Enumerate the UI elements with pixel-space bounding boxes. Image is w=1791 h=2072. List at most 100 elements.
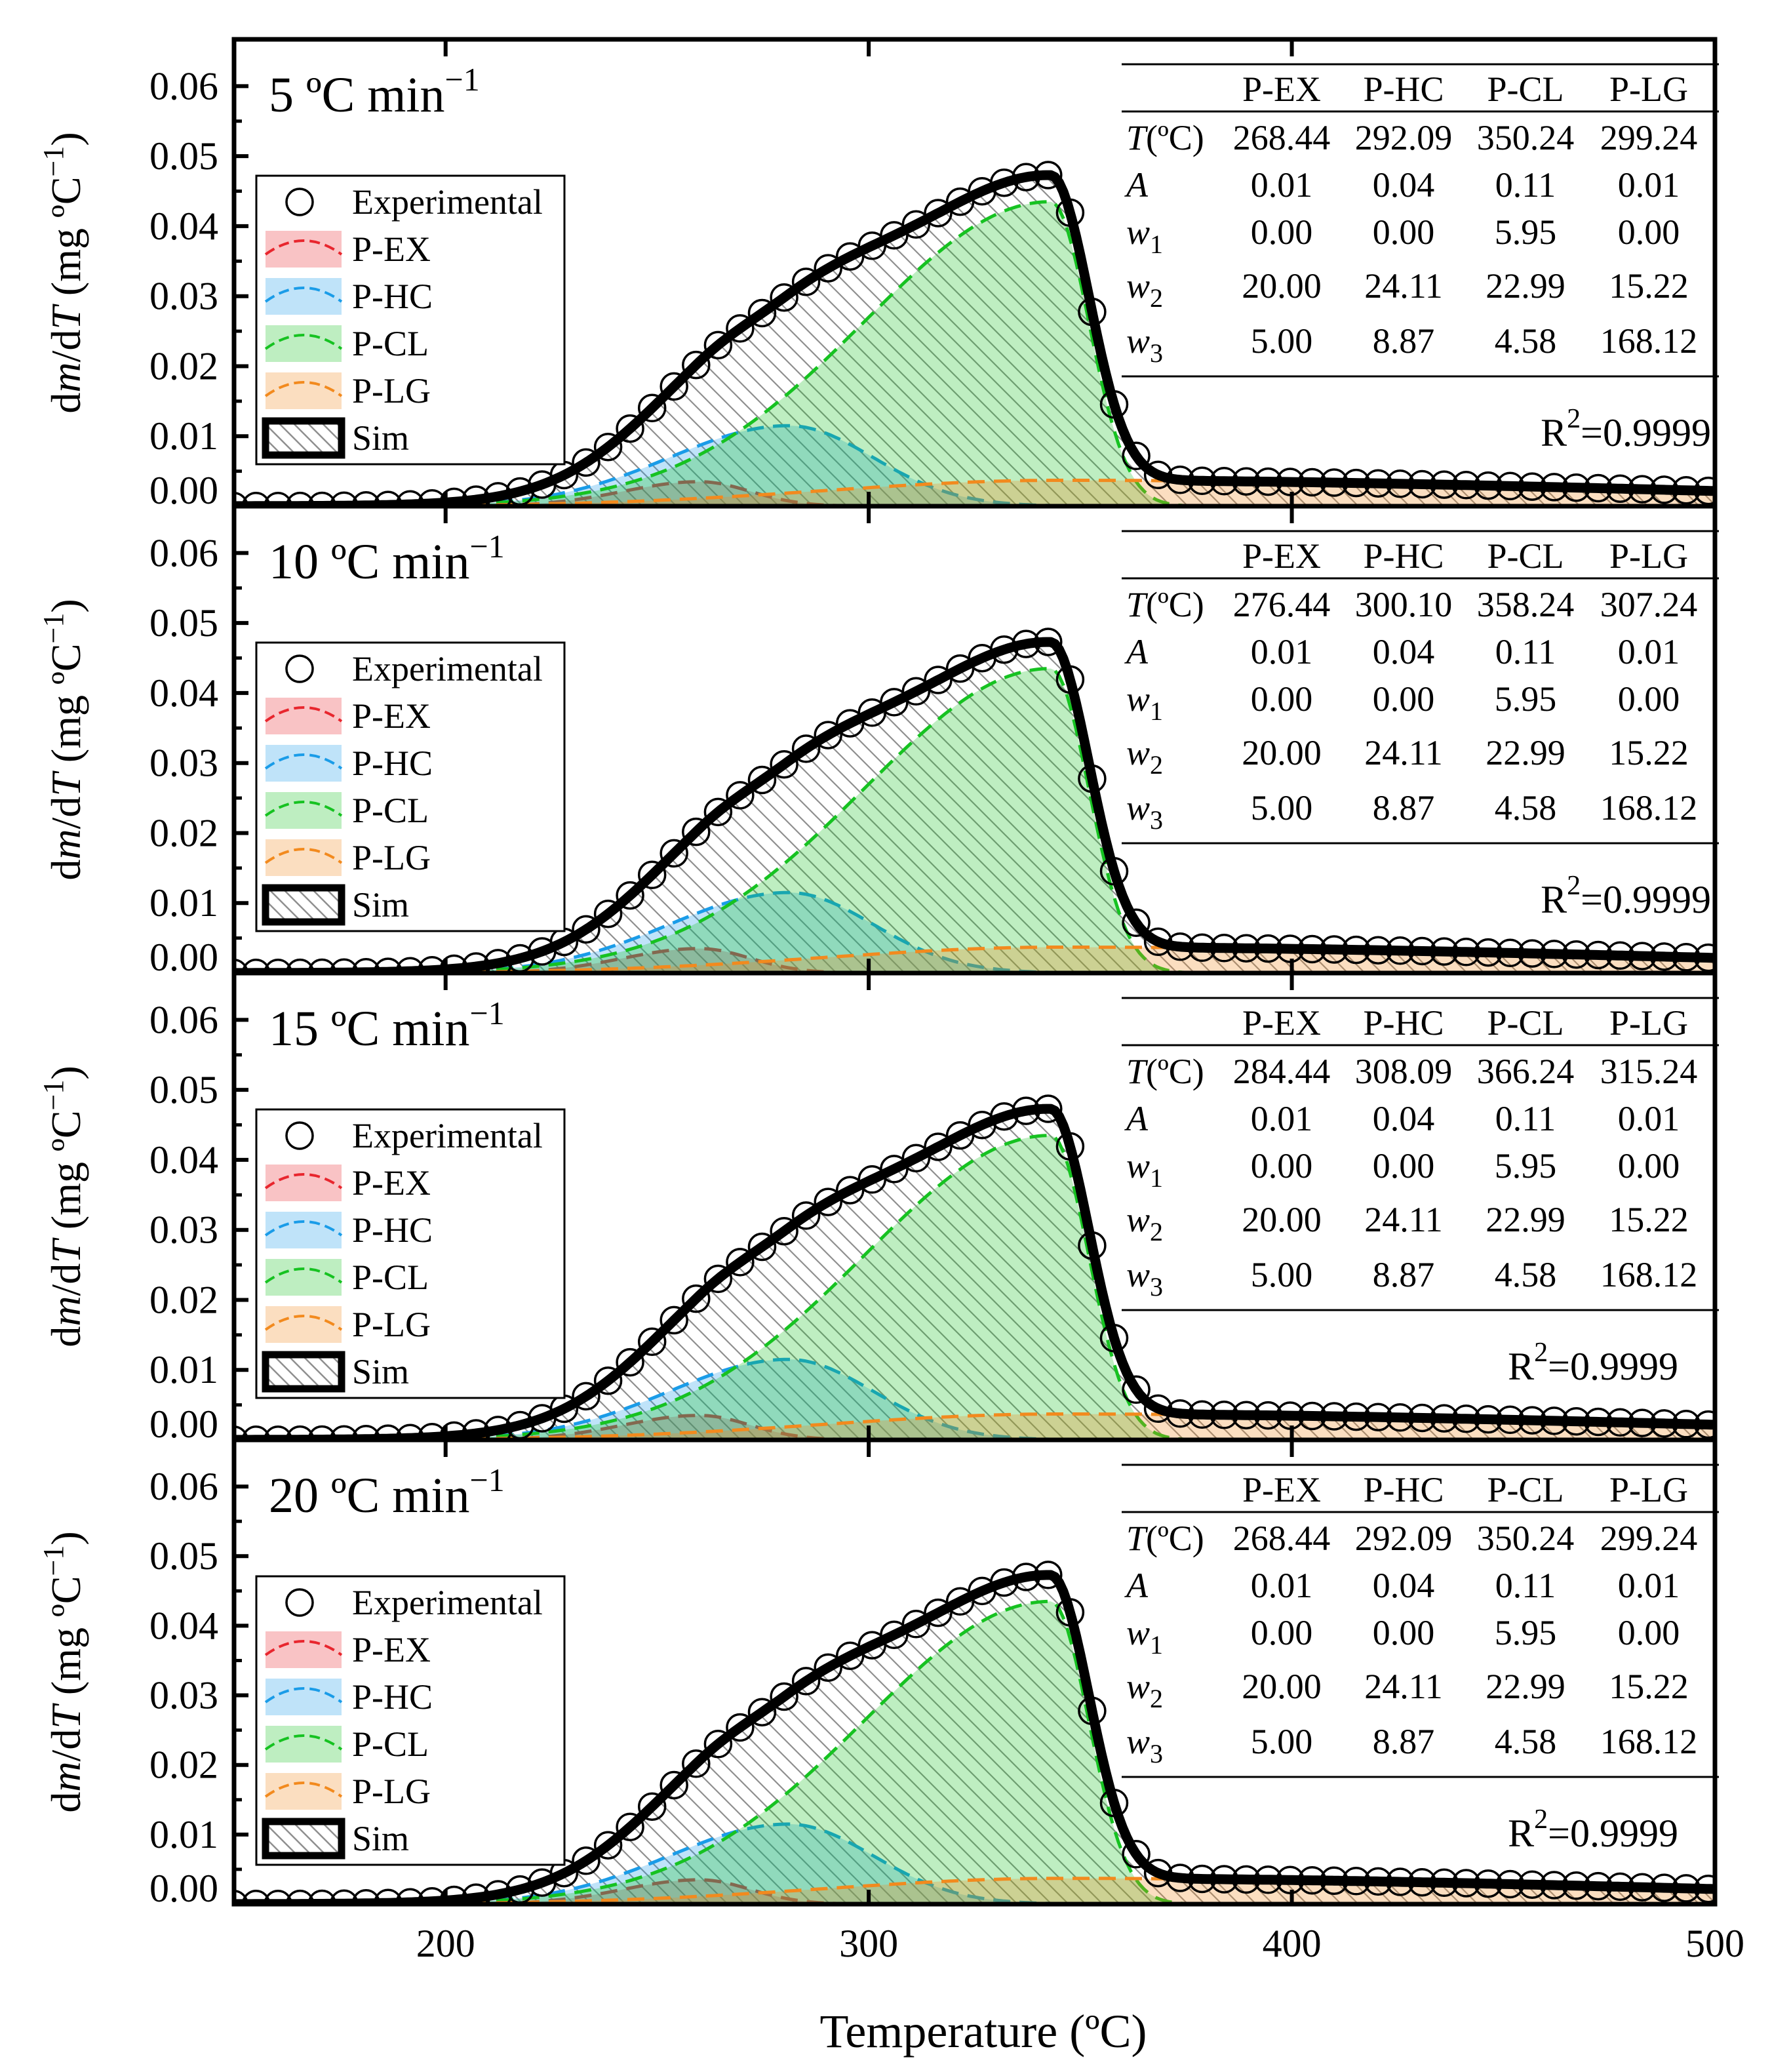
y-tick-label: 0.02 [149,344,218,388]
legend-label: Experimental [352,649,543,688]
y-axis-label: dm/dT (mg ºC−1) [37,1531,89,1812]
legend-line [264,1173,343,1189]
y-tick-label: 0.05 [149,1068,218,1111]
table-row: T(ºC) 276.44 300.10 358.24 307.24 [1126,585,1697,624]
experimental-point [791,1201,821,1230]
x-axis-label: Temperature (ºC) [819,2005,1147,2058]
r-squared-label: R2=0.9999 [1541,871,1711,921]
sim-area [234,1109,1715,1440]
experimental-point [682,817,711,847]
table-row-label: w3 [1126,1722,1163,1768]
legend-item-p-cl: P-CL [264,1258,429,1297]
legend-label: P-HC [352,277,433,316]
table-row: w3 5.00 8.87 4.58 168.12 [1126,321,1697,368]
legend-marker [262,1818,345,1860]
table-cell: 308.09 [1355,1052,1453,1091]
experimental-point [726,1713,755,1742]
legend-item-experimental: Experimental [285,649,543,688]
experimental-point [770,749,798,779]
x-tick-label: 400 [1263,1922,1322,1965]
legend-item-p-ex: P-EX [264,696,431,736]
experimental-point [791,1667,821,1696]
experimental-point [747,1232,777,1262]
table-row-label: w1 [1126,679,1163,726]
table-cell: 0.04 [1373,1566,1435,1605]
table-cell: 4.58 [1495,321,1557,361]
table-cell: 8.87 [1373,321,1435,361]
y-axis-label: dm/dT (mg ºC−1) [37,132,89,413]
legend-label: P-EX [352,1630,431,1669]
y-tick-label: 0.02 [149,1278,218,1321]
parameter-table: P-EX P-HC P-CL P-LG T(ºC) 284.44 308.09 366.24 3… [1122,997,1719,1311]
legend-label: P-HC [352,1210,433,1250]
sim-area [234,642,1715,973]
table-cell: 0.00 [1618,212,1680,252]
experimental-point [682,1284,711,1313]
experimental-point [726,314,755,343]
table-row-label: A [1124,1099,1149,1138]
table-cell: 350.24 [1477,118,1575,157]
table-row-label: w1 [1126,1146,1163,1193]
table-cell: 5.95 [1495,1146,1557,1185]
table-cell: 0.00 [1373,1613,1435,1652]
table-column-header: P-LG [1609,536,1688,576]
table-row-label: A [1124,632,1149,671]
legend-item-experimental: Experimental [285,182,543,222]
table-row: w1 0.00 0.00 5.95 0.00 [1126,212,1680,259]
table-cell: 0.01 [1618,165,1680,205]
table-cell: 276.44 [1233,585,1331,624]
table-cell: 0.00 [1251,1613,1313,1652]
legend-marker [262,1351,345,1393]
legend-label: P-CL [352,1724,429,1764]
legend-item-sim: Sim [262,417,409,459]
legend-marker [285,1121,314,1150]
legend-line [264,1687,343,1703]
table-row-label: w2 [1126,1200,1163,1246]
panels: 0.00 0.01 0.02 0.03 0.04 0.05 0.06 5 ºC min−1 Ex… [37,37,1744,1965]
y-tick-label: 0.04 [149,205,218,248]
table-cell: 0.04 [1373,632,1435,671]
experimental-point [616,1347,644,1377]
table-row-label: w2 [1126,1667,1163,1713]
legend-label: P-LG [352,838,431,877]
experimental-point [901,1610,931,1639]
experimental-point [703,1730,733,1759]
y-tick-label: 0.06 [149,1465,218,1508]
experimental-point [572,1846,600,1875]
legend: Experimental P-EX P-HC P-CL P-LG Sim [255,641,566,932]
table-cell: 284.44 [1233,1052,1331,1091]
experimental-point [770,1682,798,1711]
legend-line [264,706,343,723]
legend-marker [266,1306,342,1343]
experimental-point [616,414,644,443]
table-row: w2 20.00 24.11 22.99 15.22 [1126,1667,1689,1713]
table-cell: 0.01 [1251,1099,1313,1138]
y-tick-label: 0.01 [149,414,218,458]
table-row: w3 5.00 8.87 4.58 168.12 [1126,1255,1697,1302]
table-cell: 300.10 [1355,585,1453,624]
rate-title: 15 ºC min−1 [269,995,505,1056]
table-column-header: P-CL [1487,70,1564,109]
table-cell: 5.00 [1251,788,1313,827]
legend-item-p-lg: P-LG [264,1305,431,1344]
table-cell: 350.24 [1477,1519,1575,1558]
table-cell: 24.11 [1364,733,1443,772]
legend: Experimental P-EX P-HC P-CL P-LG Sim [255,1575,566,1866]
legend-item-p-hc: P-HC [264,744,433,783]
experimental-point [814,1187,842,1216]
experimental-point [637,393,667,423]
table-cell: 0.00 [1373,1146,1435,1185]
table-cell: 315.24 [1600,1052,1698,1091]
table-cell: 22.99 [1486,266,1565,306]
y-tick-label: 0.03 [149,275,218,318]
rate-title: 5 ºC min−1 [269,61,480,123]
legend-marker [285,1588,314,1617]
area-p-hc [234,1359,1715,1440]
sim-line [234,1570,1715,1904]
legend-label: P-CL [352,1258,429,1297]
experimental-point [1122,441,1151,471]
table-cell: 0.00 [1251,1146,1313,1185]
table-row-label: T(ºC) [1126,1052,1204,1091]
table-cell: 5.00 [1251,1722,1313,1761]
table-column-header: P-CL [1487,1003,1564,1043]
